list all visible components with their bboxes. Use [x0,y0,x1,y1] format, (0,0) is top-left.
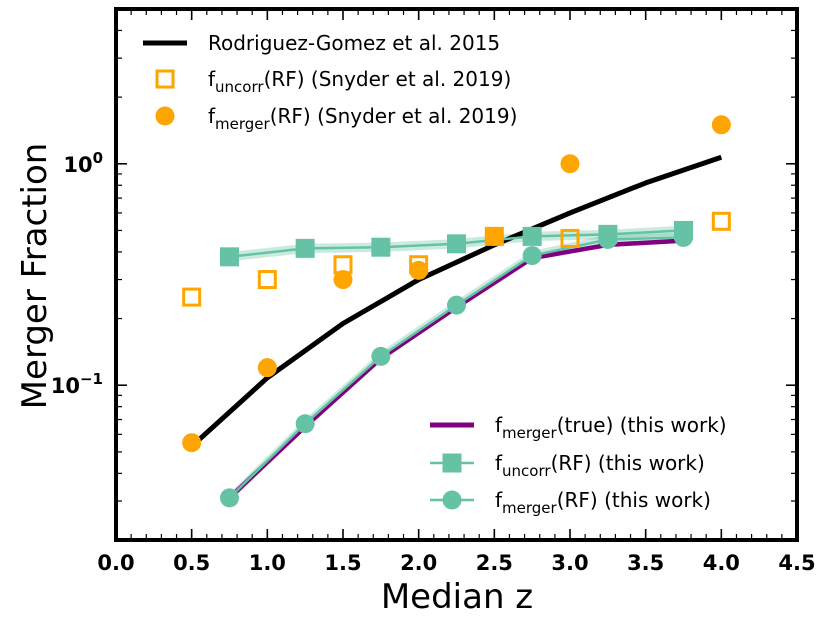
point-merger [371,346,391,366]
point-uncorr [371,237,391,257]
legend-label: fmerger(true) (this work) [495,413,727,442]
point-uncorr [295,238,315,258]
point-uncorr [522,226,542,246]
point-snyder_uncorr [560,228,580,248]
point-uncorr [447,234,466,254]
point-merger [447,295,466,315]
legend-label: funcorr(RF) (Snyder et al. 2019) [208,67,511,96]
legend-bottom-entry: fmerger(RF) (this work) [430,488,711,517]
point-merger [220,488,239,508]
x-tick-label: 0.5 [173,551,210,575]
legend-bottom-entry: funcorr(RF) (this work) [430,451,705,480]
legend-marker-sample [155,106,175,126]
point-snyder_merger [484,226,504,246]
axis-ticks: 0.0 0.5 1.0 1.5 2.0 2.5 3.0 3.5 4.0 4.5 10−1 100 [51,8,816,575]
legends: Rodriguez-Gomez et al. 2015 funcorr(RF) (… [143,31,727,517]
point-snyder_uncorr [182,287,202,307]
series-rg15-line [190,154,723,449]
y-tick-label: 100 [63,149,103,177]
x-tick-label: 3.5 [627,551,664,575]
legend-marker-sample [442,453,462,473]
point-snyder_merger [333,270,353,290]
legend-top-entry: Rodriguez-Gomez et al. 2015 [143,31,500,55]
legend-bottom-entry: fmerger(true) (this work) [430,413,727,442]
legend-marker-sample [155,69,175,89]
x-tick-label: 3.0 [551,551,588,575]
point-snyder_merger [711,115,731,135]
y-axis-label: Merger Fraction [15,143,55,410]
legend-label: funcorr(RF) (this work) [495,451,705,480]
point-snyder_uncorr [711,211,731,231]
x-tick-label: 2.0 [400,551,437,575]
legend-label: Rodriguez-Gomez et al. 2015 [208,31,500,55]
legend-label: fmerger(RF) (Snyder et al. 2019) [208,104,517,133]
x-tick-label: 1.0 [249,551,286,575]
point-uncorr [220,247,239,267]
point-merger [295,414,315,434]
x-axis-label: Median z [381,577,533,617]
point-merger [674,227,693,247]
x-tick-label: 2.5 [476,551,513,575]
point-snyder_uncorr [257,270,277,290]
legend-label: fmerger(RF) (this work) [495,488,711,517]
point-snyder_merger [257,358,277,378]
point-merger [598,230,618,250]
legend-marker-sample [442,490,462,510]
plot-frame [114,7,799,542]
x-tick-label: 1.5 [324,551,361,575]
legend-top-entry: fmerger(RF) (Snyder et al. 2019) [155,104,517,133]
x-tick-label: 4.0 [703,551,740,575]
point-snyder_merger [409,260,429,280]
y-tick-label: 10−1 [51,370,103,398]
legend-top-entry: funcorr(RF) (Snyder et al. 2019) [155,67,511,96]
plot-area [182,115,731,508]
point-snyder_merger [182,433,202,453]
x-tick-label: 0.0 [97,551,134,575]
x-tick-label: 4.5 [778,551,815,575]
point-snyder_merger [560,154,580,174]
point-merger [522,246,542,266]
axes-frame [114,7,799,542]
